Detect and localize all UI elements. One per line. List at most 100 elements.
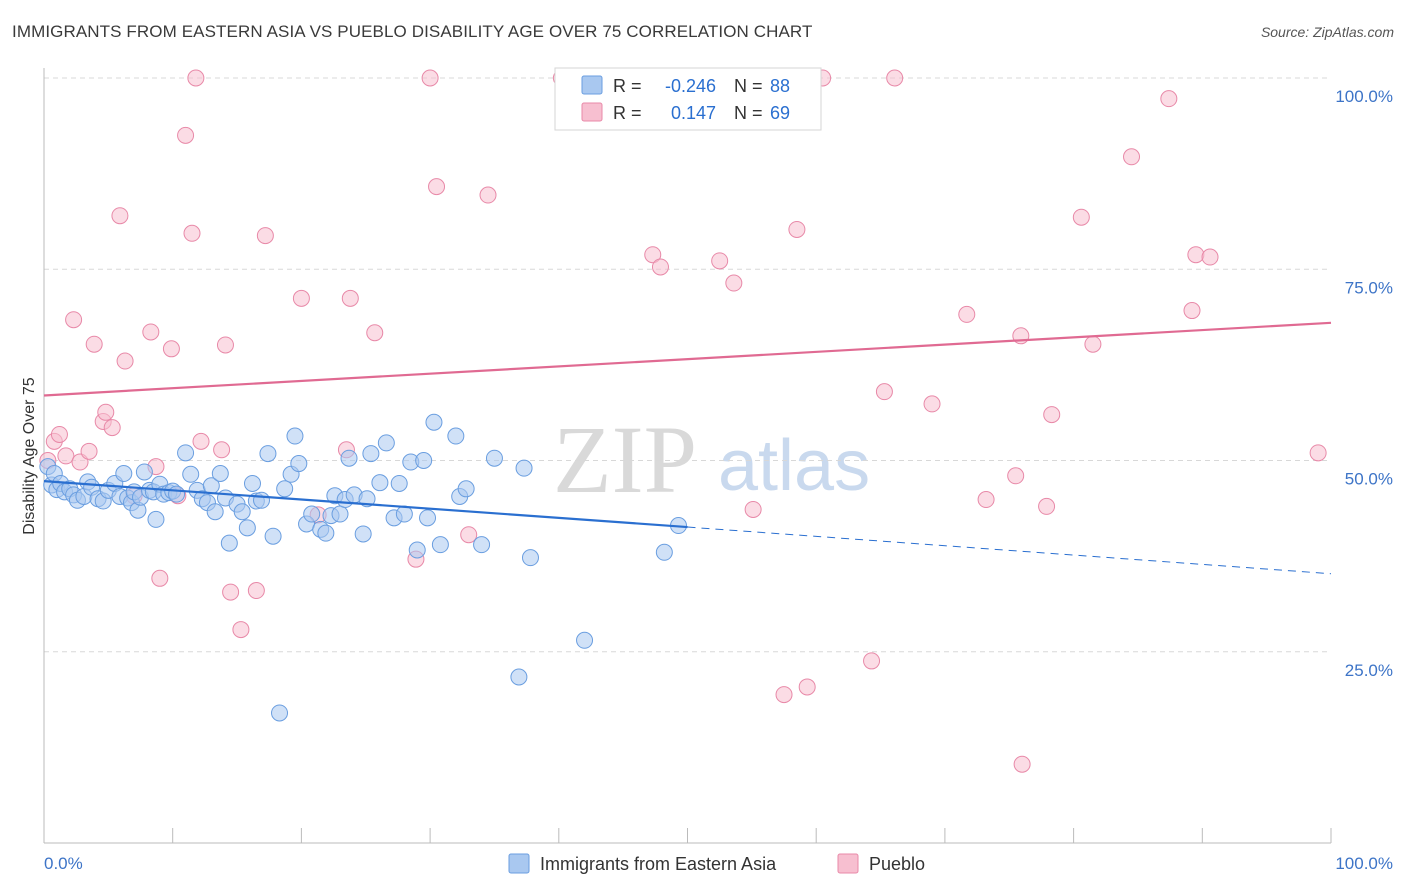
bottom-legend: Immigrants from Eastern Asia Pueblo bbox=[508, 853, 925, 874]
eastern-asia-point bbox=[655, 543, 673, 561]
eastern-asia-point bbox=[371, 474, 389, 492]
eastern-asia-point bbox=[362, 445, 380, 463]
pueblo-point bbox=[247, 582, 265, 600]
eastern-asia-point bbox=[331, 505, 349, 523]
pueblo-point bbox=[187, 69, 205, 87]
pueblo-point bbox=[744, 500, 762, 518]
pueblo-point bbox=[460, 526, 478, 544]
eastern-asia-point bbox=[485, 449, 503, 467]
eastern-asia-point bbox=[431, 536, 449, 554]
legend-swatch-blue bbox=[581, 75, 603, 95]
eastern-asia-point bbox=[211, 465, 229, 483]
eastern-asia-point bbox=[147, 510, 165, 528]
eastern-asia-point bbox=[243, 474, 261, 492]
eastern-asia-point bbox=[135, 463, 153, 481]
bottom-legend-swatch-pink bbox=[837, 853, 859, 874]
legend-r-label-blue: R = bbox=[613, 76, 642, 96]
pueblo-point bbox=[1084, 335, 1102, 353]
pueblo-point bbox=[232, 621, 250, 639]
eastern-asia-point bbox=[419, 509, 437, 527]
eastern-asia-point bbox=[510, 668, 528, 686]
pueblo-point bbox=[1201, 248, 1219, 266]
eastern-asia-point bbox=[515, 459, 533, 477]
eastern-asia-point bbox=[354, 525, 372, 543]
pueblo-point bbox=[428, 178, 446, 196]
watermark-zip: ZIP bbox=[553, 406, 697, 513]
pueblo-point bbox=[1007, 467, 1025, 485]
eastern-asia-point bbox=[220, 534, 238, 552]
pueblo-point bbox=[1183, 302, 1201, 320]
eastern-asia-point bbox=[177, 444, 195, 462]
pueblo-point bbox=[50, 425, 68, 443]
eastern-asia-point bbox=[303, 505, 321, 523]
y-axis-title: Disability Age Over 75 bbox=[21, 377, 38, 535]
watermark-atlas: atlas bbox=[718, 426, 870, 506]
x-ticks bbox=[43, 828, 1332, 843]
pueblo-point bbox=[775, 686, 793, 704]
eastern-asia-point bbox=[395, 505, 413, 523]
bottom-legend-swatch-blue bbox=[508, 853, 530, 874]
legend-r-label-pink: R = bbox=[613, 103, 642, 123]
pueblo-point bbox=[1187, 246, 1205, 264]
legend-r-value-pink: 0.147 bbox=[671, 103, 716, 123]
eastern-asia-point bbox=[238, 519, 256, 537]
pueblo-point bbox=[256, 227, 274, 245]
pueblo-point bbox=[644, 246, 662, 264]
eastern-asia-point bbox=[182, 465, 200, 483]
pueblo-point bbox=[711, 252, 729, 270]
eastern-asia-trend-extension bbox=[687, 526, 1332, 575]
pueblo-point bbox=[1309, 444, 1327, 462]
eastern-asia-point bbox=[408, 541, 426, 559]
pueblo-point bbox=[798, 678, 816, 696]
eastern-asia-point bbox=[457, 480, 475, 498]
pueblo-point bbox=[57, 447, 75, 465]
pueblo-point bbox=[111, 207, 129, 225]
pueblo-point bbox=[366, 324, 384, 342]
eastern-asia-point bbox=[447, 427, 465, 445]
pueblo-trend-line bbox=[43, 321, 1332, 397]
eastern-asia-point bbox=[286, 427, 304, 445]
eastern-asia-trend-line bbox=[43, 480, 688, 529]
pueblo-point bbox=[80, 442, 98, 460]
pueblo-point bbox=[977, 491, 995, 509]
gridlines bbox=[44, 77, 1331, 653]
eastern-asia-point bbox=[576, 631, 594, 649]
eastern-asia-point bbox=[390, 474, 408, 492]
pueblo-point bbox=[292, 289, 310, 307]
y-tick-label: 75.0% bbox=[1345, 278, 1393, 297]
pueblo-point bbox=[886, 69, 904, 87]
y-tick-label: 100.0% bbox=[1335, 87, 1393, 106]
eastern-asia-point bbox=[233, 503, 251, 521]
pueblo-point bbox=[923, 395, 941, 413]
pueblo-point bbox=[97, 403, 115, 421]
eastern-asia-point bbox=[276, 480, 294, 498]
x-tick-label-max: 100.0% bbox=[1335, 854, 1393, 873]
eastern-asia-point bbox=[271, 704, 289, 722]
pueblo-point bbox=[725, 274, 743, 292]
pueblo-point bbox=[85, 335, 103, 353]
pueblo-point bbox=[216, 336, 234, 354]
eastern-asia-point bbox=[253, 491, 271, 509]
y-tick-label: 25.0% bbox=[1345, 661, 1393, 680]
pueblo-point bbox=[341, 289, 359, 307]
pueblo-point bbox=[788, 220, 806, 238]
legend-n-value-blue: 88 bbox=[770, 76, 790, 96]
pueblo-point bbox=[183, 224, 201, 242]
correlation-legend: R = -0.246 N = 88 R = 0.147 N = 69 bbox=[554, 67, 822, 131]
pueblo-point bbox=[421, 69, 439, 87]
pueblo-point bbox=[151, 569, 169, 587]
pueblo-point bbox=[222, 583, 240, 601]
legend-n-value-pink: 69 bbox=[770, 103, 790, 123]
eastern-asia-point bbox=[425, 413, 443, 431]
y-tick-label: 50.0% bbox=[1345, 470, 1393, 489]
trend-lines bbox=[43, 321, 1332, 575]
x-tick-label-min: 0.0% bbox=[44, 854, 83, 873]
pueblo-point bbox=[192, 432, 210, 450]
eastern-asia-point bbox=[317, 524, 335, 542]
eastern-asia-point bbox=[264, 527, 282, 545]
pueblo-point bbox=[116, 352, 134, 370]
eastern-asia-point bbox=[415, 452, 433, 469]
pueblo-point bbox=[651, 258, 669, 276]
legend-swatch-pink bbox=[581, 102, 603, 122]
